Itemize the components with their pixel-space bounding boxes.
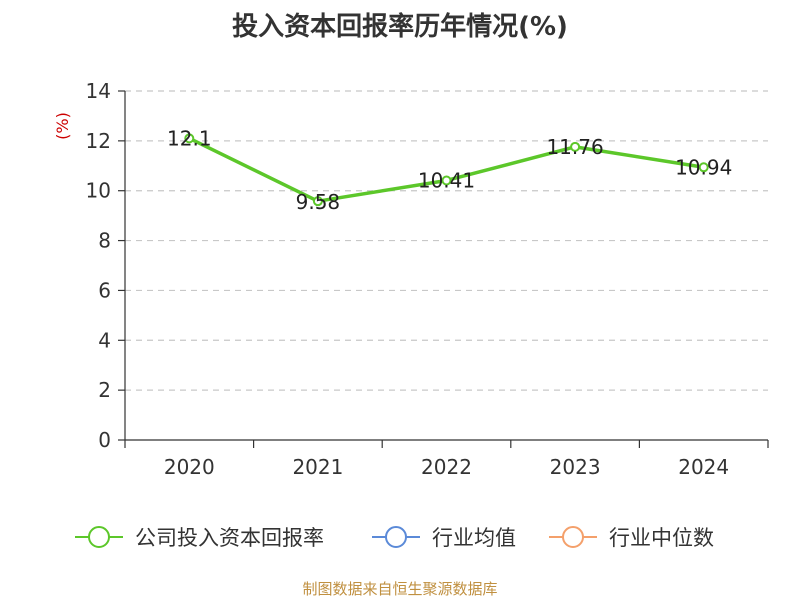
data-label-2023: 11.76 xyxy=(546,135,603,159)
data-point-2023 xyxy=(570,141,581,152)
y-tick-label-8: 8 xyxy=(98,229,111,253)
y-tick-label-10: 10 xyxy=(86,179,111,203)
data-label-2020: 12.1 xyxy=(167,126,212,150)
y-tick-label-2: 2 xyxy=(98,378,111,402)
data-point-2021 xyxy=(312,196,323,207)
data-point-2024 xyxy=(698,162,709,173)
data-label-2024: 10.94 xyxy=(675,155,732,179)
legend-marker-0 xyxy=(88,526,110,548)
data-point-2022 xyxy=(441,175,452,186)
y-tick-label-0: 0 xyxy=(98,428,111,452)
legend-marker-1 xyxy=(385,526,407,548)
x-tick-label-2021: 2021 xyxy=(292,455,343,479)
data-point-2020 xyxy=(184,133,195,144)
y-tick-label-14: 14 xyxy=(86,79,111,103)
x-tick-label-2023: 2023 xyxy=(550,455,601,479)
y-tick-label-12: 12 xyxy=(86,129,111,153)
legend-label-2: 行业中位数 xyxy=(609,526,714,550)
data-label-2021: 9.58 xyxy=(296,190,341,214)
x-tick-label-2022: 2022 xyxy=(421,455,472,479)
data-label-2022: 10.41 xyxy=(418,168,475,192)
legend-label-1: 行业均值 xyxy=(432,526,516,550)
data-labels: 12.1 9.58 10.41 11.76 10.94 xyxy=(167,126,732,214)
legend-label-0: 公司投入资本回报率 xyxy=(135,526,324,550)
y-axis-unit: (%) xyxy=(53,112,72,140)
chart-title: 投入资本回报率历年情况(%) xyxy=(232,12,568,42)
x-tick-label-2024: 2024 xyxy=(678,455,729,479)
legend-marker-2 xyxy=(562,526,584,548)
data-points xyxy=(184,133,709,207)
grid-lines xyxy=(125,90,768,391)
y-tick-label-4: 4 xyxy=(98,328,111,352)
legend-item-2: 行业中位数 xyxy=(549,526,714,550)
legend-item-0: 公司投入资本回报率 xyxy=(75,526,324,550)
x-tick-label-2020: 2020 xyxy=(164,455,215,479)
source-note: 制图数据来自恒生聚源数据库 xyxy=(302,580,498,598)
legend: 公司投入资本回报率 行业均值 行业中位数 xyxy=(75,526,714,550)
axes: 0 2 4 6 8 10 12 14 (%) 2020 2021 2022 2023 2024 xyxy=(53,79,769,479)
legend-item-1: 行业均值 xyxy=(372,526,516,550)
y-tick-label-6: 6 xyxy=(98,278,111,302)
